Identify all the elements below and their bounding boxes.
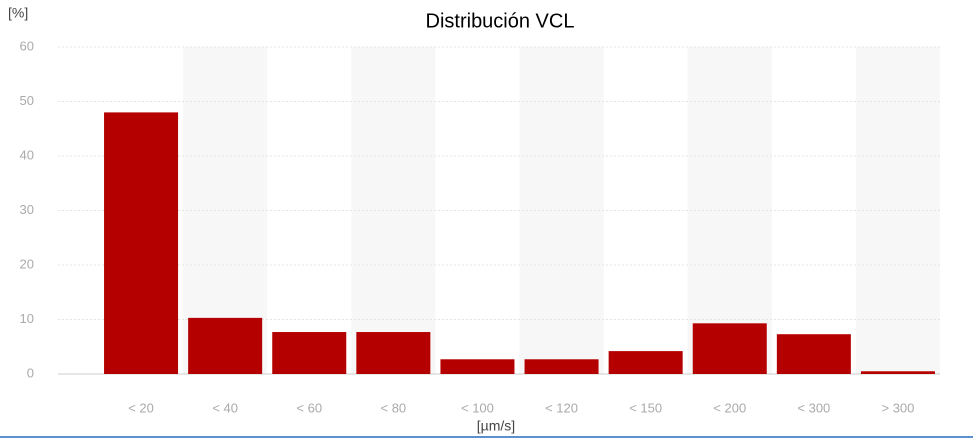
x-axis-label: [µm/s]: [477, 418, 515, 434]
x-tick-label: < 60: [296, 400, 322, 415]
bar: [608, 351, 683, 374]
band-stripe: [519, 47, 604, 374]
y-tick-label: 30: [20, 202, 34, 217]
band-stripe: [855, 47, 940, 374]
x-tick-label: < 200: [713, 400, 746, 415]
x-tick-label: < 20: [128, 400, 154, 415]
x-tick-label: > 300: [881, 400, 914, 415]
y-tick-label: 50: [20, 93, 34, 108]
x-tick-label: < 150: [629, 400, 662, 415]
bar: [776, 334, 851, 374]
y-axis-label: [%]: [8, 5, 28, 21]
x-tick-label: < 100: [461, 400, 494, 415]
bar: [692, 323, 767, 374]
bar: [860, 371, 935, 374]
x-tick-label: < 120: [545, 400, 578, 415]
band-stripe: [687, 47, 772, 374]
band-stripe: [351, 47, 436, 374]
y-tick-label: 60: [20, 38, 34, 53]
bar: [188, 317, 263, 374]
y-tick-label: 40: [20, 147, 34, 162]
x-tick-label: < 80: [381, 400, 407, 415]
bar: [440, 359, 515, 374]
bar: [104, 112, 179, 375]
y-tick-label: 20: [20, 256, 34, 271]
bar: [524, 359, 599, 374]
bar: [356, 332, 431, 374]
y-tick-label: 0: [27, 365, 34, 380]
chart-title: Distribución VCL: [426, 10, 575, 32]
x-tick-label: < 300: [797, 400, 830, 415]
y-tick-label: 10: [20, 311, 34, 326]
bar: [272, 332, 347, 374]
x-tick-label: < 40: [212, 400, 238, 415]
